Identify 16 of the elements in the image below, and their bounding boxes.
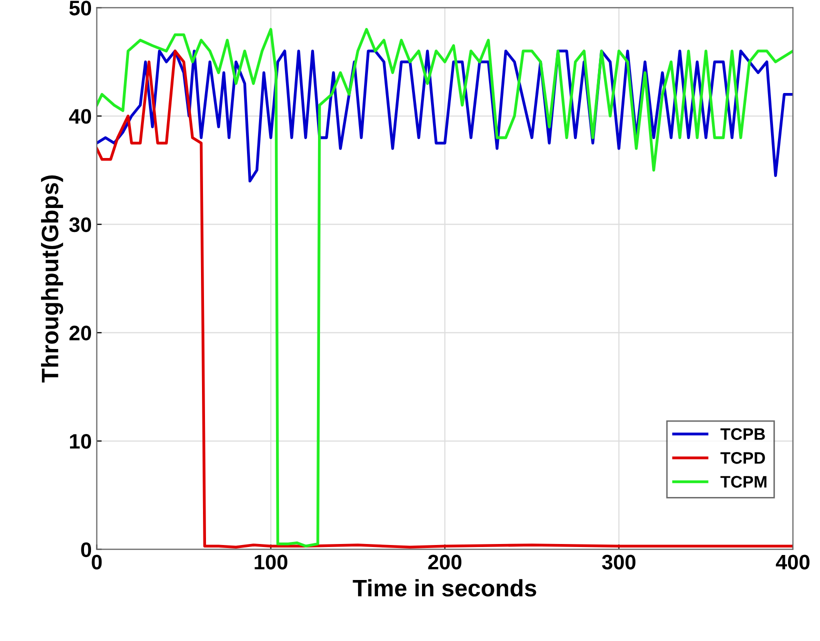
x-tick-label: 0	[92, 554, 102, 570]
legend-label: TCPB	[720, 428, 765, 440]
y-tick-label: 50	[69, 0, 92, 16]
y-tick-label: 40	[69, 109, 92, 124]
x-tick-label: 400	[776, 554, 810, 570]
y-axis-title: Throughput(Gbps)	[41, 175, 64, 382]
x-tick-label: 300	[602, 554, 636, 570]
y-tick-label: 0	[81, 542, 92, 558]
x-axis-title: Time in seconds	[352, 579, 536, 597]
legend-label: TCPD	[720, 452, 765, 464]
x-tick-label: 200	[428, 554, 462, 570]
x-tick-label: 100	[254, 554, 288, 570]
y-tick-label: 10	[70, 434, 92, 449]
legend-label: TCPM	[720, 476, 766, 488]
y-tick-label: 20	[69, 326, 92, 340]
y-tick-label: 30	[69, 217, 92, 232]
